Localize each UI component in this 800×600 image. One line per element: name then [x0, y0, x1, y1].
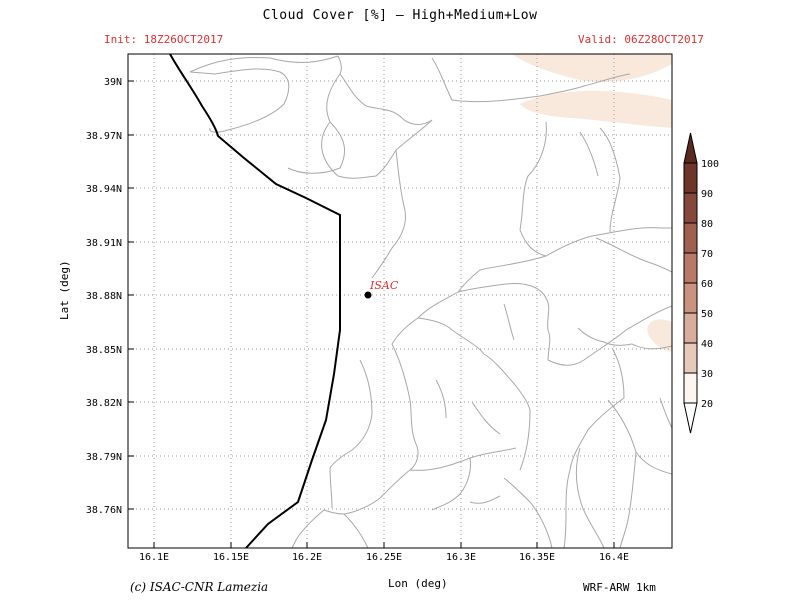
colorbar-label: 80: [701, 219, 713, 230]
station-marker: [364, 291, 372, 299]
colorbar-label: 30: [701, 369, 713, 380]
x-axis-label: Lon (deg): [388, 577, 448, 590]
colorbar-label: 70: [701, 249, 713, 260]
y-tick-label: 38.94N: [86, 184, 122, 195]
y-axis-label: Lat (deg): [58, 260, 71, 320]
map-area: [128, 54, 672, 548]
colorbar-box: [683, 282, 698, 314]
colorbar-label: 20: [701, 399, 713, 410]
colorbar-label: 60: [701, 279, 713, 290]
colorbar-top-arrow: [683, 132, 698, 164]
model-label: WRF-ARW 1km: [583, 581, 656, 594]
colorbar-label: 50: [701, 309, 713, 320]
y-tick-label: 38.82N: [86, 398, 122, 409]
colorbar: 100 90 80 70 60 50 40 30 20: [683, 132, 719, 434]
colorbar-label: 100: [701, 159, 719, 170]
valid-time: Valid: 06Z28OCT2017: [578, 33, 704, 46]
x-tick-label: 16.3E: [446, 552, 476, 563]
chart-title: Cloud Cover [%] — High+Medium+Low: [262, 8, 538, 23]
x-tick-label: 16.35E: [519, 552, 555, 563]
y-axis-tick-labels: 39N 38.97N 38.94N 38.91N 38.88N 38.85N 3…: [86, 77, 122, 516]
x-tick-label: 16.1E: [139, 552, 169, 563]
x-axis-tick-labels: 16.1E 16.15E 16.2E 16.25E 16.3E 16.35E 1…: [139, 552, 629, 563]
map-frame: [127, 53, 673, 549]
y-tick-label: 38.85N: [86, 345, 122, 356]
admin-boundaries: [189, 55, 672, 548]
colorbar-box: [683, 222, 698, 254]
colorbar-labels: 100 90 80 70 60 50 40 30 20: [701, 159, 719, 410]
colorbar-label: 40: [701, 339, 713, 350]
colorbar-box: [683, 372, 698, 404]
y-tick-label: 38.79N: [86, 452, 122, 463]
cloud-cover-shading: [512, 54, 672, 352]
colorbar-box: [683, 312, 698, 344]
coastline: [169, 54, 341, 548]
grid: [128, 54, 672, 548]
x-tick-label: 16.4E: [599, 552, 629, 563]
credit-label: (c) ISAC-CNR Lamezia: [130, 580, 269, 594]
y-tick-label: 39N: [104, 77, 122, 88]
y-tick-label: 38.76N: [86, 505, 122, 516]
x-tick-label: 16.25E: [366, 552, 402, 563]
x-tick-label: 16.2E: [292, 552, 322, 563]
y-axis-ticks: [128, 80, 134, 510]
y-tick-label: 38.88N: [86, 291, 122, 302]
colorbar-box: [683, 252, 698, 284]
colorbar-label: 90: [701, 189, 713, 200]
colorbar-bottom-arrow: [683, 402, 698, 434]
colorbar-box: [683, 162, 698, 194]
colorbar-box: [683, 192, 698, 224]
x-axis-ticks: [153, 542, 615, 548]
x-tick-label: 16.15E: [213, 552, 249, 563]
station-label: ISAC: [369, 279, 399, 292]
y-tick-label: 38.91N: [86, 238, 122, 249]
y-tick-label: 38.97N: [86, 131, 122, 142]
init-time: Init: 18Z26OCT2017: [104, 33, 224, 46]
colorbar-box: [683, 342, 698, 374]
